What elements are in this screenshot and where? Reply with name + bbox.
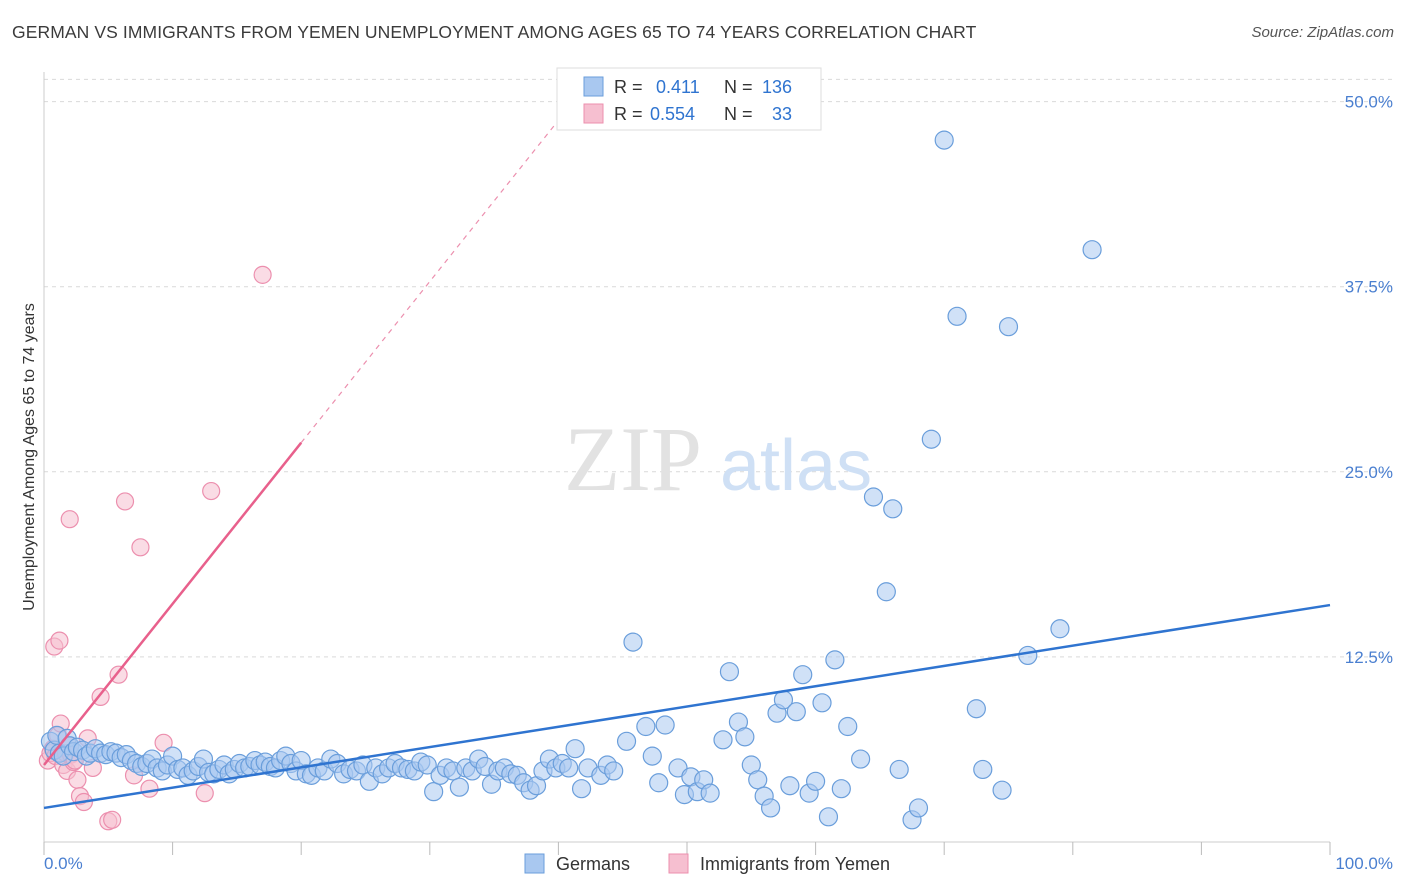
yemen-point-31 [202,481,221,501]
legend-r-value-1: 0.411 [656,77,700,97]
watermark-atlas: atlas [720,426,872,506]
yemen-point-23 [103,810,122,829]
y-tick-label-1: 25.0% [1345,463,1393,482]
germans-point-73 [424,782,444,802]
germans-point-137 [889,759,909,780]
germans-point-94 [559,758,579,778]
yemen-trend-line-extension [300,71,598,444]
germans-point-123 [780,776,800,796]
legend-n-label-1: N = [724,77,753,97]
yemen-point-25 [115,492,135,511]
germans-trend-line [43,603,1331,810]
germans-point-146 [998,317,1019,337]
germans-point-114 [719,662,740,682]
bottom-legend: Germans Immigrants from Yemen [524,853,890,874]
x-tick-label-min: 0.0% [44,854,83,873]
germans-point-141 [934,130,954,150]
germans-point-100 [604,761,624,781]
y-tick-label-2: 37.5% [1345,278,1393,297]
legend-r-label-2: R = [614,104,643,124]
germans-point-135 [876,582,896,602]
legend-n-label-2: N = [724,104,753,124]
germans-point-148 [1050,619,1070,639]
germans-point-72 [417,755,437,775]
bottom-legend-swatch-yemen [668,853,689,874]
legend-n-value-2: 33 [772,104,792,124]
watermark-zip: ZIP [564,408,702,510]
y-tick-label-3: 50.0% [1345,93,1393,112]
germans-point-149 [1082,240,1102,260]
germans-point-103 [636,716,656,737]
source-label: Source: ZipAtlas.com [1251,24,1394,41]
germans-point-116 [735,727,755,747]
germans-point-112 [700,783,720,803]
grid-lines [44,78,1393,658]
germans-point-143 [966,699,986,719]
germans-point-129 [818,807,839,827]
chart-title: GERMAN VS IMMIGRANTS FROM YEMEN UNEMPLOY… [12,22,977,42]
germans-point-125 [793,665,813,685]
germans-point-120 [760,798,781,818]
germans-point-127 [805,771,826,791]
x-tick-label-max: 100.0% [1335,854,1393,873]
germans-point-124 [786,702,806,722]
germans-point-134 [863,487,884,507]
germans-point-105 [649,773,669,793]
yemen-point-32 [253,265,272,284]
germans-point-140 [921,429,941,449]
trend-lines [43,71,1331,810]
yemen-point-27 [131,538,150,557]
germans-point-104 [642,746,662,766]
yemen-point-14 [60,510,79,529]
germans-point-142 [947,306,967,326]
yemen-point-24 [109,665,128,684]
y-axis-label: Unemployment Among Ages 65 to 74 years [21,303,38,611]
germans-point-118 [748,770,768,790]
germans-point-102 [623,632,643,652]
germans-point-132 [838,716,858,737]
bottom-legend-germans: Germans [556,854,630,874]
legend-n-value-1: 136 [762,77,792,97]
germans-point-147 [1018,645,1038,666]
yemen-point-29 [154,733,173,752]
germans-point-139 [908,798,929,818]
legend-swatch-yemen [583,103,604,124]
germans-point-95 [565,739,585,759]
germans-point-144 [973,759,993,780]
bottom-legend-swatch-germans [524,853,545,874]
legend-swatch-germans [583,76,604,97]
germans-points [40,130,1102,830]
y-tick-labels: 12.5% 25.0% 37.5% 50.0% [1345,93,1393,667]
y-tick-label-0: 12.5% [1345,648,1393,667]
germans-point-113 [713,730,733,750]
germans-point-133 [851,749,871,769]
legend-r-label-1: R = [614,77,643,97]
yemen-point-13 [50,631,69,650]
germans-point-131 [831,779,851,799]
yemen-point-28 [140,779,159,798]
germans-point-130 [825,650,845,670]
germans-point-77 [449,777,469,797]
top-legend: R = 0.411 N = 136 R = 0.554 N = 33 [556,67,822,131]
legend-r-value-2: 0.554 [650,104,695,124]
yemen-trend-line [43,441,303,766]
germans-point-145 [992,780,1012,800]
germans-point-128 [812,693,832,713]
axes [43,72,1331,855]
yemen-point-30 [195,784,214,803]
germans-point-96 [571,779,592,799]
yemen-point-16 [68,770,87,789]
germans-point-106 [655,715,675,735]
bottom-legend-yemen: Immigrants from Yemen [700,854,890,874]
germans-point-136 [883,499,903,519]
germans-point-101 [616,731,637,751]
